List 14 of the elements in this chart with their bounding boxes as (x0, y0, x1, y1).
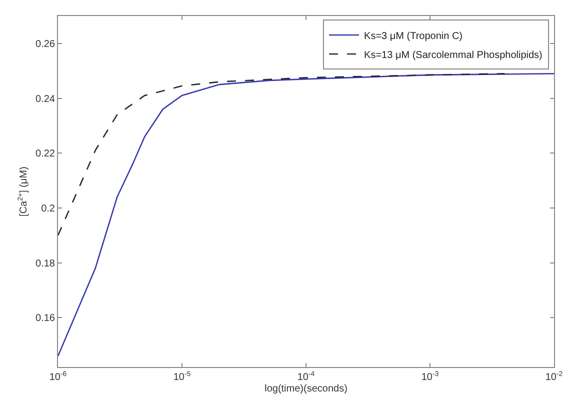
y-tick-label: 0.24 (36, 94, 56, 105)
y-tick-label: 0.18 (36, 258, 56, 270)
y-tick-label: 0.2 (41, 203, 56, 214)
x-tick-label: 10$^{-2}$ (545, 370, 563, 383)
x-axis-title: log(time)(seconds) (264, 384, 348, 394)
y-tick-label: 0.22 (36, 148, 56, 160)
x-tick-label: 10$^{-5}$ (173, 370, 191, 383)
legend-label: Ks=3 μM (Troponin C) (364, 30, 463, 42)
x-tick-label: 10$^{-6}$ (49, 370, 67, 383)
y-tick-label: 0.26 (36, 38, 56, 50)
y-tick-label: 0.16 (36, 313, 56, 324)
x-tick-label: 10$^{-3}$ (421, 370, 439, 383)
x-tick-label: 10$^{-4}$ (297, 370, 315, 383)
legend-label: Ks=13 μM (Sarcolemmal Phospholipids) (364, 50, 542, 61)
